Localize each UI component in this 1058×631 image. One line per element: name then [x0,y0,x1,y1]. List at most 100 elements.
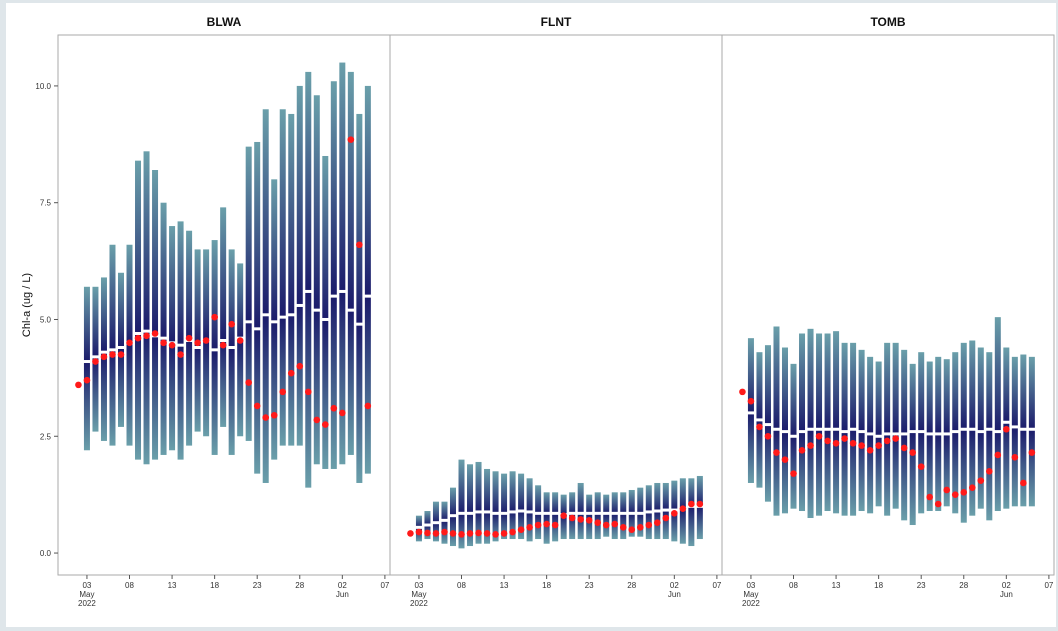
y-tick-label: 0.0 [40,549,52,558]
fan-upper [135,161,141,334]
observation [901,445,908,452]
fan-upper [595,492,601,513]
fan-upper [424,511,430,525]
fan-upper [305,72,311,292]
fan-lower [918,432,924,514]
observation [118,351,125,358]
fan-lower [195,348,201,432]
observation [977,477,984,484]
fan-upper [671,481,677,510]
observation [867,447,874,454]
fan-upper [527,478,533,512]
observation [773,449,780,456]
observation [1020,480,1027,487]
fan-upper [254,142,260,329]
fan-upper [484,469,490,512]
fan-lower [339,291,345,464]
fan-lower [1012,427,1018,506]
fan-upper [493,471,499,513]
panel-title: FLNT [541,15,572,29]
fan-upper [901,350,907,434]
fan-lower [127,343,133,446]
x-tick-label: 08 [789,581,798,590]
fan-lower [910,432,916,525]
observation [288,370,295,377]
fan-upper [944,359,950,434]
fan-upper [178,221,184,345]
observation [884,438,891,445]
fan-upper [92,287,98,357]
fan-upper [203,249,209,340]
fan-upper [646,485,652,512]
observation [654,519,661,526]
fan-lower [331,296,337,469]
fan-lower [978,432,984,509]
fan-upper [246,147,252,322]
fan-lower [271,322,277,460]
observation [245,379,252,386]
fan-upper [808,329,814,429]
fan-upper [603,495,609,514]
fan-upper [935,357,941,434]
fan-upper [441,502,447,521]
fan-upper [263,109,269,315]
fan-lower [995,432,1001,511]
fan-lower [161,338,167,455]
observation [603,522,610,529]
observation [75,382,82,389]
fan-lower [467,513,473,546]
fan-lower [663,510,669,539]
fan-lower [186,341,192,446]
fan-upper [569,492,575,513]
fan-upper [322,156,328,319]
x-tick-label: 23 [253,581,262,590]
fan-upper [518,474,524,511]
observation [339,410,346,417]
fan-upper [654,483,660,511]
observation [211,314,218,321]
observation [101,354,108,361]
observation [1012,454,1019,461]
fan-upper [825,333,831,429]
fan-lower [697,506,703,539]
observation [143,333,150,340]
fan-lower [288,315,294,446]
observation [407,530,414,537]
fan-upper [84,287,90,362]
fan-upper [365,86,371,296]
observation [799,447,806,454]
fan-upper [280,109,286,317]
fan-lower [842,432,848,516]
fan-upper [510,471,516,512]
observation [543,521,550,528]
observation [824,438,831,445]
fan-lower [322,319,328,468]
fan-upper [995,317,1001,431]
observation [569,515,576,522]
fan-lower [229,348,235,455]
fan-lower [144,331,150,464]
fan-upper [109,245,115,350]
x-tick-label: 08 [457,581,466,590]
fan-upper [416,516,422,528]
fan-upper [331,81,337,296]
fan-lower [109,350,115,446]
observation [628,526,635,533]
fan-upper [544,492,550,513]
observation [663,515,670,522]
panel-title: TOMB [870,15,905,29]
fan-upper [833,331,839,429]
observation [424,530,431,537]
fan-upper [229,249,235,347]
fan-upper [969,341,975,430]
observation [313,417,320,424]
observation [552,522,559,529]
y-tick-label: 5.0 [40,315,52,324]
fan-upper [816,333,822,429]
observation [348,136,355,143]
observation [84,377,91,384]
fan-upper [459,460,465,514]
fan-upper [791,364,797,436]
observation [756,424,763,431]
observation [279,389,286,396]
